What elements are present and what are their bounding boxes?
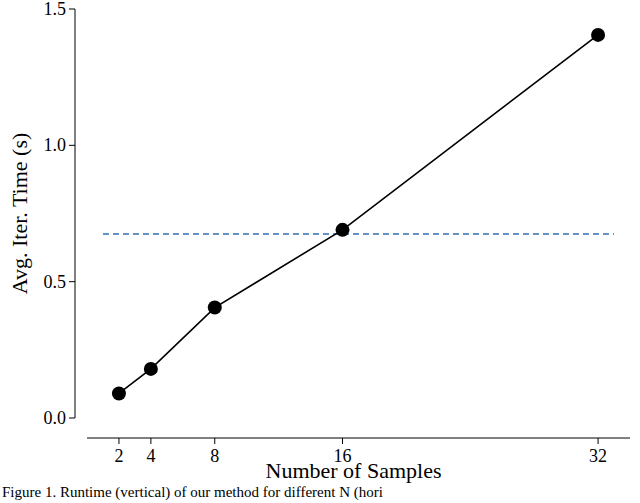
x-tick-label: 4	[146, 446, 155, 466]
y-tick	[69, 418, 75, 419]
y-tick	[69, 9, 75, 10]
point	[336, 223, 350, 237]
y-tick	[69, 145, 75, 146]
point	[144, 362, 158, 376]
x-tick	[150, 438, 151, 444]
y-tick-label: 1.5	[44, 0, 67, 19]
x-tick-label: 2	[114, 446, 123, 466]
y-tick-label: 0.5	[44, 272, 67, 292]
y-tick	[69, 281, 75, 282]
chart: 0.00.51.01.52481632Number of SamplesAvg.…	[0, 0, 640, 503]
y-axis-label: Avg. Iter. Time (s)	[7, 133, 32, 295]
series-line	[119, 35, 598, 394]
y-axis-line	[75, 9, 76, 418]
y-tick-label: 1.0	[44, 135, 67, 155]
plot-area	[103, 28, 614, 401]
x-tick	[118, 438, 119, 444]
reference-line	[103, 233, 614, 235]
x-tick-label: 32	[589, 446, 607, 466]
x-axis-line	[87, 438, 630, 439]
point	[591, 28, 605, 42]
point	[112, 386, 126, 400]
x-tick	[214, 438, 215, 444]
caption: Figure 1. Runtime (vertical) of our meth…	[2, 484, 383, 501]
x-tick	[342, 438, 343, 444]
x-tick	[598, 438, 599, 444]
x-axis-label: Number of Samples	[266, 458, 442, 483]
point	[208, 301, 222, 315]
y-tick-label: 0.0	[44, 408, 67, 428]
x-tick-label: 8	[210, 446, 219, 466]
